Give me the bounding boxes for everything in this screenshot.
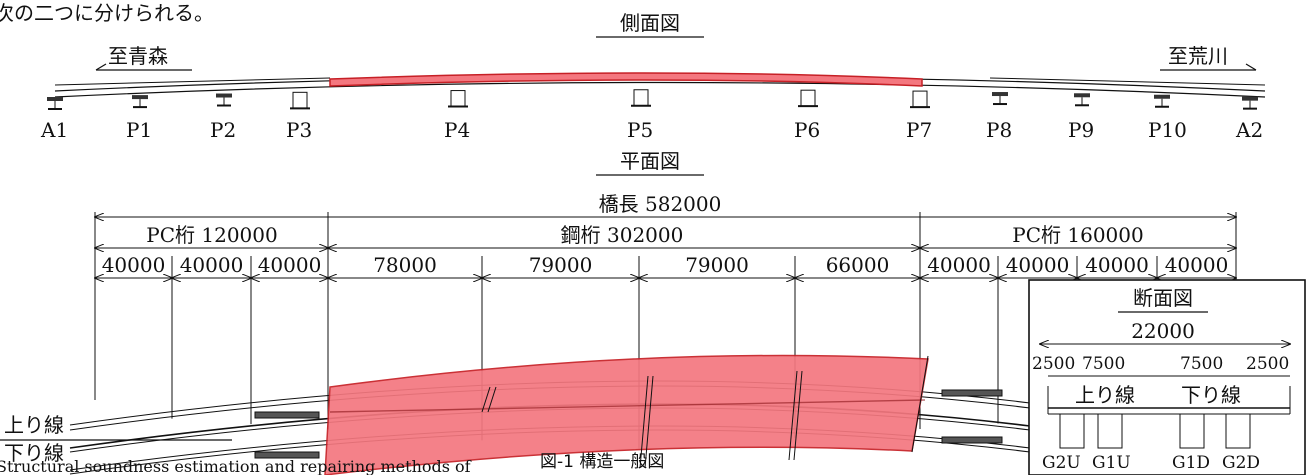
- span-label: 79000: [529, 253, 593, 277]
- pier-p5: P5: [627, 89, 653, 142]
- pier-label-p8: P8: [986, 118, 1012, 142]
- pier-label-p5: P5: [627, 118, 653, 142]
- pier-p7: P7: [906, 90, 932, 142]
- pier-label-p6: P6: [794, 118, 820, 142]
- pier-a2: A2: [1235, 96, 1263, 142]
- span-label: 79000: [685, 253, 749, 277]
- figure-caption: 図-1 構造一般図: [540, 452, 664, 472]
- pier-a1: A1: [40, 97, 68, 142]
- pier-label-p4: P4: [444, 118, 470, 142]
- direction-left: 至青森: [108, 44, 168, 68]
- span-label: 40000: [1006, 253, 1070, 277]
- span-label: 40000: [1085, 253, 1149, 277]
- pier-p2: P2: [210, 93, 236, 142]
- pier-label-p1: P1: [126, 118, 152, 142]
- span-label: 78000: [373, 253, 437, 277]
- pier-label-p3: P3: [286, 118, 312, 142]
- pier-label-a2: A2: [1235, 118, 1263, 142]
- span-label: 66000: [826, 253, 890, 277]
- section-part-2: 7500: [1082, 354, 1125, 374]
- girder-label-g2u: G2U: [1042, 453, 1081, 473]
- span-label: 40000: [180, 253, 244, 277]
- segment-label-steel: 鋼桁 302000: [561, 223, 684, 247]
- intro-text: 次の二つに分けられる。: [0, 1, 214, 25]
- pier-label-p2: P2: [210, 118, 236, 142]
- footnote-text: Structural soundness estimation and repa…: [0, 457, 472, 475]
- pier-label-p7: P7: [906, 118, 932, 142]
- side-view: 側面図 至青森 至荒川 A1 P1 P2 P3 P4 P5 P6 P7 P8 P9 P10 A2: [40, 11, 1266, 142]
- span-label: 40000: [102, 253, 166, 277]
- pier-p8: P8: [986, 92, 1012, 142]
- segment-label-pc-left: PC桁 120000: [146, 223, 277, 247]
- section-down-label: 下り線: [1181, 383, 1241, 407]
- segment-label-pc-right: PC桁 160000: [1012, 223, 1143, 247]
- girder-label-g2d: G2D: [1222, 453, 1260, 473]
- pier-p10: P10: [1148, 94, 1187, 142]
- side-view-title: 側面図: [620, 11, 680, 35]
- section-part-3: 7500: [1180, 354, 1223, 374]
- pier-p6: P6: [794, 89, 820, 142]
- pier-p4: P4: [444, 90, 470, 142]
- span-label: 40000: [258, 253, 322, 277]
- pier-label-p9: P9: [1068, 118, 1094, 142]
- steel-girder-highlight: [329, 72, 923, 87]
- span-label: 40000: [927, 253, 991, 277]
- section-part-1: 2500: [1032, 354, 1075, 374]
- line-label-down: 下り線: [4, 441, 64, 465]
- section-view: 断面図 22000 2500 7500 7500 2500 上り線 下り線 G2…: [1028, 279, 1306, 475]
- pier-p3: P3: [286, 91, 312, 142]
- direction-right: 至荒川: [1168, 44, 1228, 68]
- girder-label-g1d: G1D: [1172, 453, 1210, 473]
- section-width: 22000: [1131, 319, 1195, 343]
- section-part-4: 2500: [1246, 354, 1289, 374]
- section-view-title: 断面図: [1133, 286, 1193, 310]
- pier-label-p10: P10: [1148, 118, 1187, 142]
- plan-view: 平面図 橋長 582000 PC桁 120000 鋼桁 302000 PC桁 1…: [4, 149, 1236, 475]
- pier-p1: P1: [126, 95, 152, 142]
- line-label-up: 上り線: [4, 413, 64, 437]
- pier-p9: P9: [1068, 93, 1094, 142]
- plan-view-title: 平面図: [620, 149, 680, 173]
- bridge-length-label: 橋長 582000: [599, 192, 722, 216]
- section-up-label: 上り線: [1075, 383, 1135, 407]
- girder-label-g1u: G1U: [1092, 453, 1131, 473]
- span-label: 40000: [1165, 253, 1229, 277]
- pier-label-a1: A1: [40, 118, 68, 142]
